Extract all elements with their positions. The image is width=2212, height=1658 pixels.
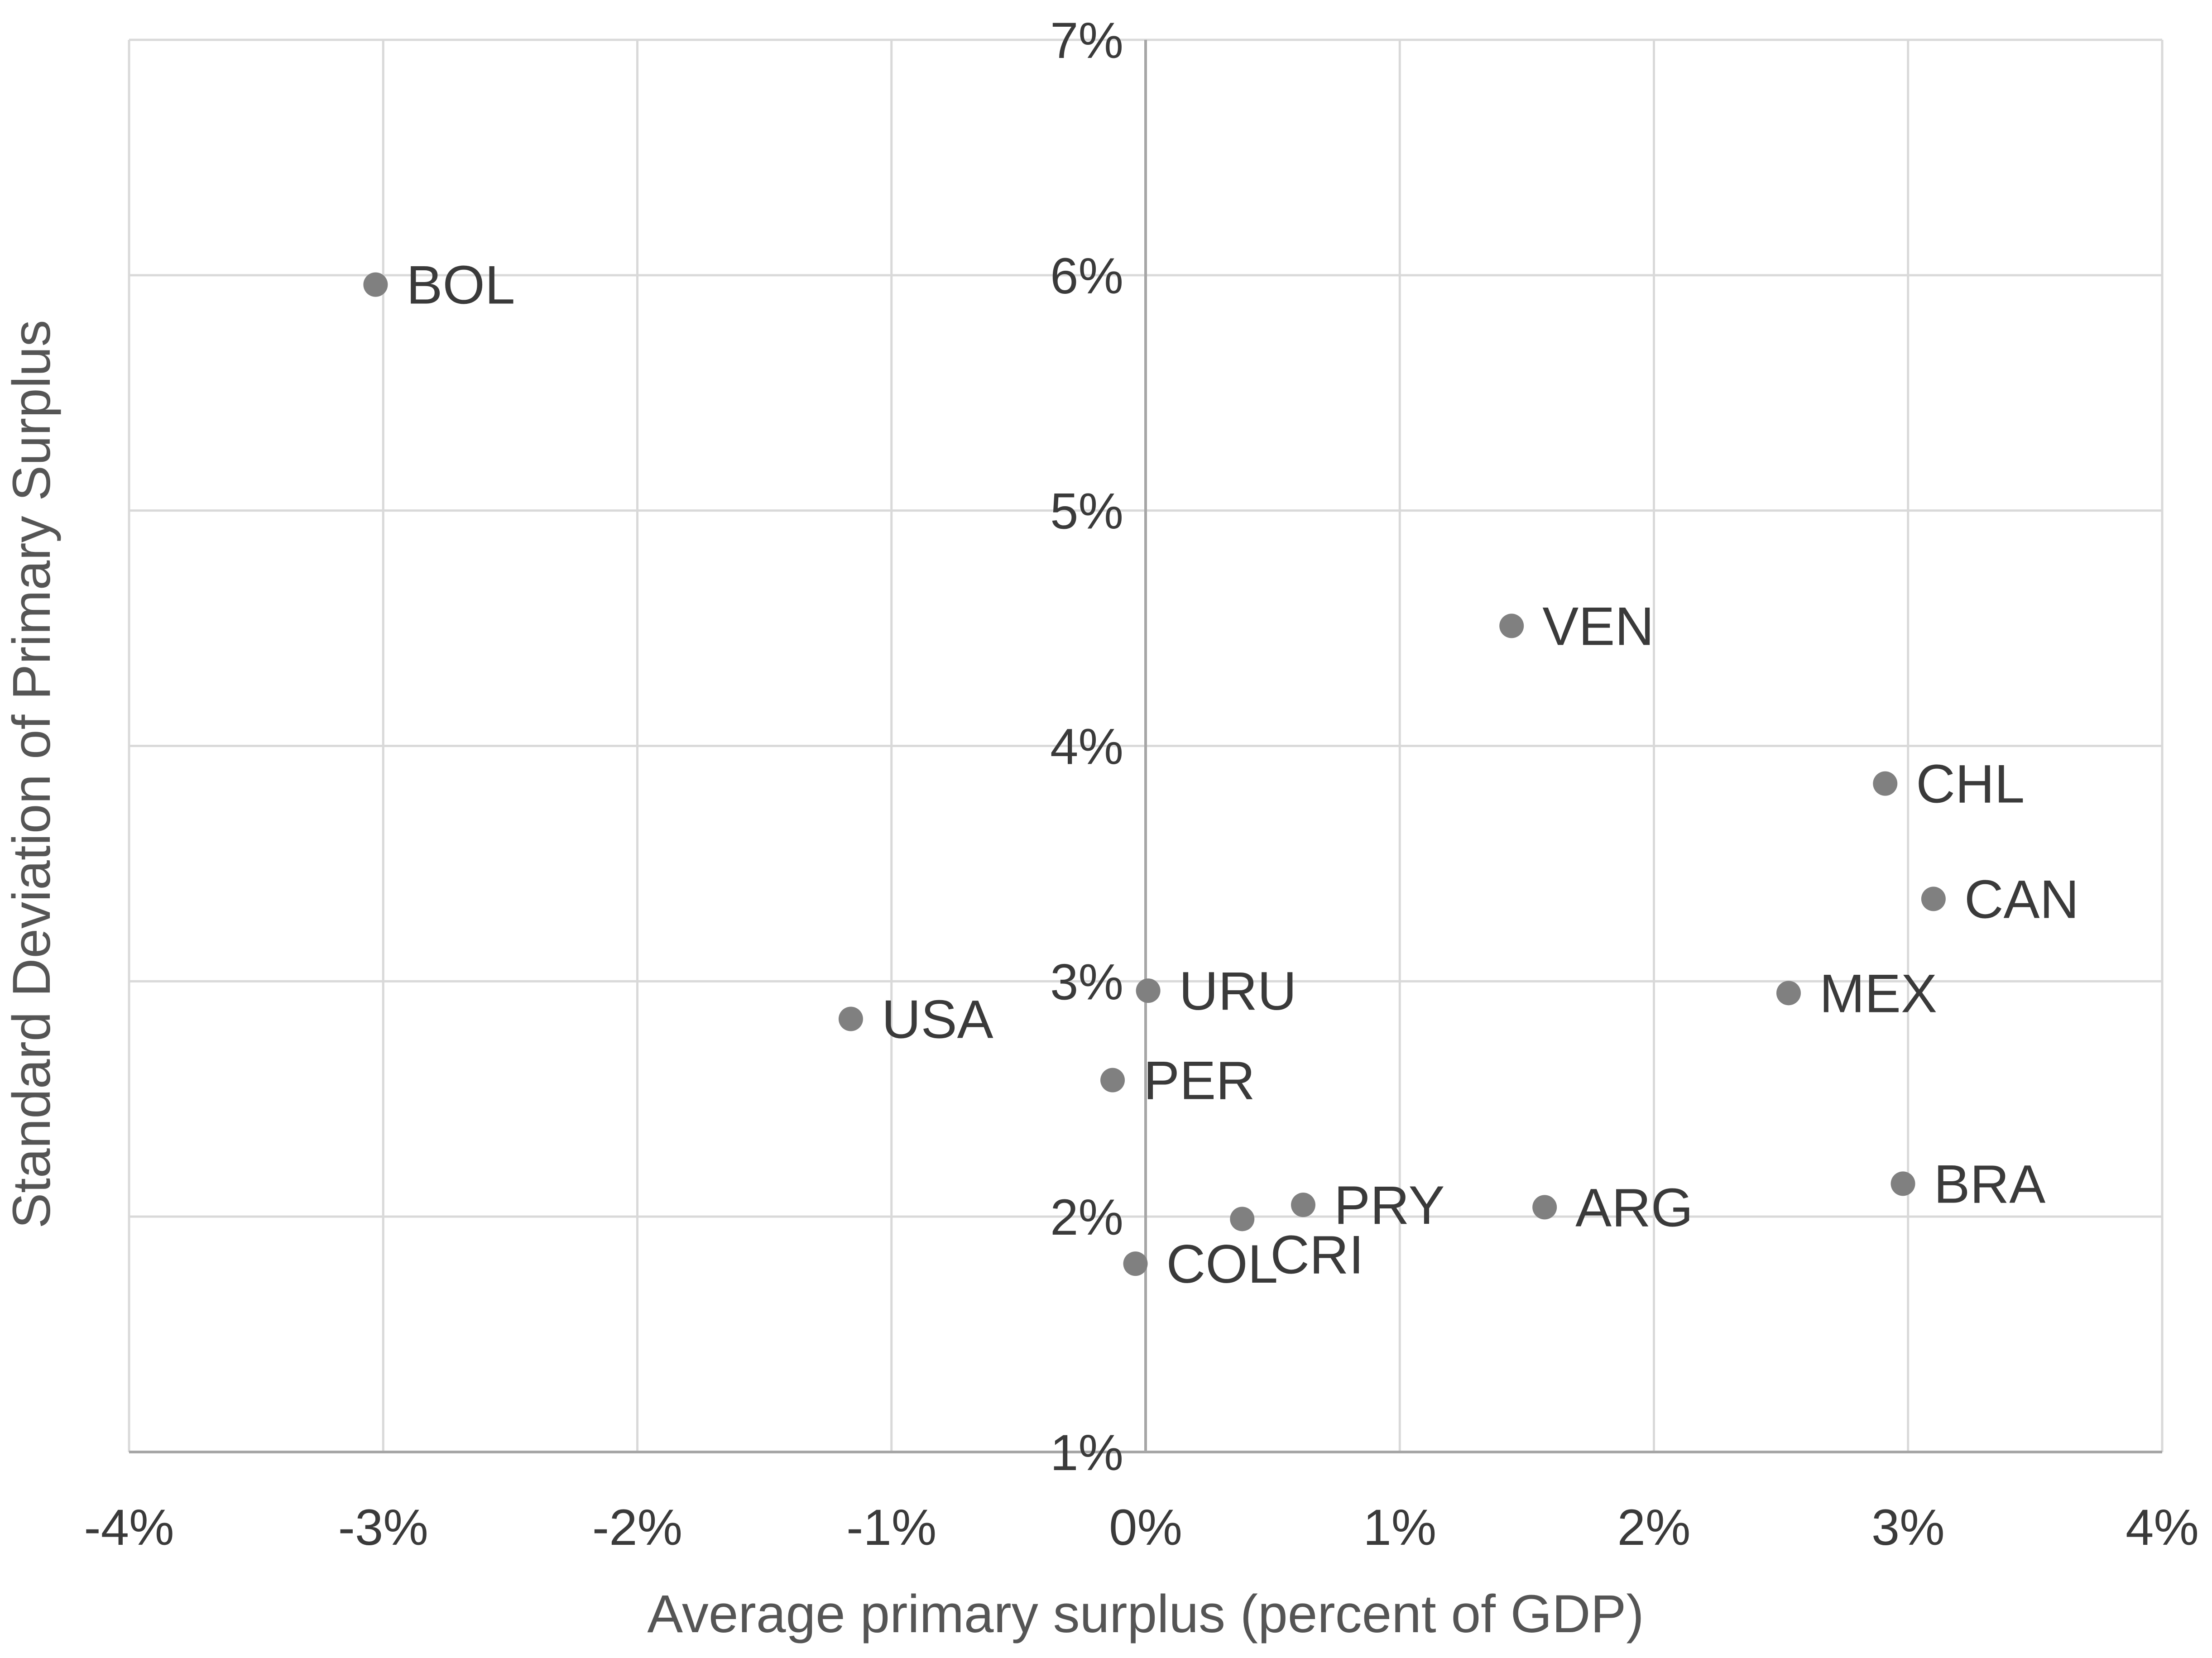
y-tick-label: 3%	[1050, 954, 1123, 1010]
x-tick-label: 0%	[1109, 1499, 1182, 1556]
data-point	[1136, 978, 1161, 1003]
data-point	[1499, 613, 1524, 638]
x-tick-label: 3%	[1871, 1499, 1945, 1556]
data-point	[363, 272, 388, 297]
x-tick-label: -4%	[84, 1499, 174, 1556]
x-tick-label: 4%	[2126, 1499, 2199, 1556]
x-axis-title: Average primary surplus (percent of GDP)	[647, 1584, 1644, 1644]
data-point	[1921, 887, 1946, 911]
data-point	[1123, 1251, 1148, 1276]
data-point	[838, 1006, 863, 1031]
x-tick-label: -2%	[592, 1499, 682, 1556]
data-point-label: BOL	[406, 255, 515, 316]
y-tick-label: 5%	[1050, 483, 1123, 540]
y-tick-label: 2%	[1050, 1189, 1123, 1246]
y-tick-label: 4%	[1050, 719, 1123, 775]
data-point-label: PRY	[1334, 1175, 1445, 1236]
data-point-label: URU	[1179, 961, 1297, 1021]
data-point	[1776, 981, 1801, 1006]
data-point	[1230, 1207, 1255, 1232]
x-tick-label: -1%	[846, 1499, 936, 1556]
data-point-label: CRI	[1270, 1224, 1364, 1285]
data-point	[1873, 771, 1898, 796]
axes	[129, 40, 2162, 1453]
y-tick-label: 1%	[1050, 1424, 1123, 1481]
data-point	[1291, 1193, 1315, 1217]
data-point-label: USA	[882, 989, 993, 1050]
x-tick-label: -3%	[338, 1499, 428, 1556]
data-point	[1532, 1195, 1557, 1220]
data-point-label: MEX	[1819, 963, 1937, 1024]
data-point-label: ARG	[1575, 1177, 1693, 1238]
tick-labels: -4% -3% -2% -1% 0% 1% 2% 3% 4% 1% 2% 3% 4% 5% 6% 7%	[84, 12, 2199, 1556]
data-point-label: PER	[1143, 1050, 1255, 1111]
x-tick-label: 1%	[1363, 1499, 1436, 1556]
y-axis-title: Standard Deviation of Primary Surplus	[2, 320, 62, 1229]
data-point	[1100, 1068, 1125, 1093]
data-point-label: CAN	[1964, 869, 2079, 930]
data-point-label: VEN	[1542, 596, 1654, 656]
data-point-label: CHL	[1916, 754, 2025, 815]
y-tick-label: 6%	[1050, 248, 1123, 304]
data-point-label: COL	[1166, 1234, 1278, 1294]
data-point	[1891, 1171, 1915, 1196]
x-tick-label: 2%	[1617, 1499, 1691, 1556]
y-tick-label: 7%	[1050, 12, 1123, 69]
data-point-label: BRA	[1934, 1154, 2046, 1214]
